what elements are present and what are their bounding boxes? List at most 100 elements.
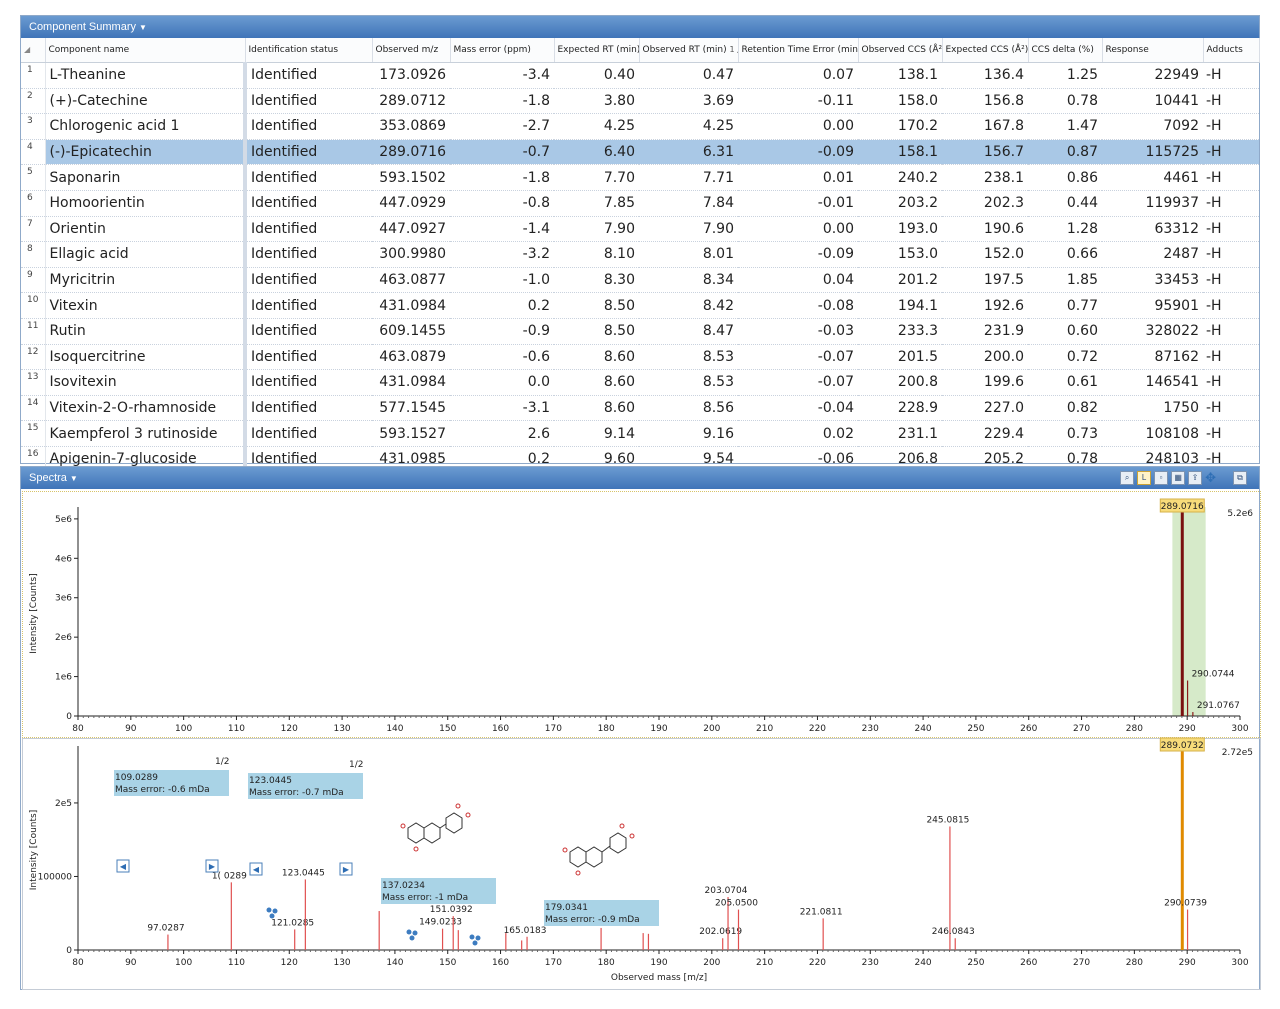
response-cell[interactable]: 10441 xyxy=(1102,88,1203,115)
col-expected-rt[interactable]: Expected RT (min) xyxy=(554,38,640,63)
ccs-delta-cell[interactable]: 0.86 xyxy=(1028,164,1102,191)
status-cell[interactable]: Identified xyxy=(245,344,372,371)
observed-ccs-cell[interactable]: 201.2 xyxy=(858,267,942,294)
observed-ccs-cell[interactable]: 193.0 xyxy=(858,216,942,243)
col-rt-error[interactable]: Retention Time Error (min) xyxy=(738,38,859,63)
observed-mz-cell[interactable]: 173.0926 xyxy=(372,62,450,89)
observed-ccs-cell[interactable]: 158.0 xyxy=(858,88,942,115)
observed-rt-cell[interactable]: 0.47 xyxy=(639,62,738,89)
table-view-icon[interactable]: ▦ xyxy=(1171,471,1186,485)
observed-ccs-cell[interactable]: 200.8 xyxy=(858,369,942,396)
observed-rt-cell[interactable]: 3.69 xyxy=(639,88,738,115)
status-cell[interactable]: Identified xyxy=(245,164,372,191)
row-number[interactable]: 14 xyxy=(21,395,46,422)
zoom-icon[interactable]: ⌕ xyxy=(1120,471,1135,485)
observed-mz-cell[interactable]: 609.1455 xyxy=(372,318,450,345)
observed-mz-cell[interactable]: 593.1502 xyxy=(372,164,450,191)
observed-mz-cell[interactable]: 300.9980 xyxy=(372,241,450,268)
expected-rt-cell[interactable]: 0.40 xyxy=(554,62,639,89)
component-summary-header[interactable]: Component Summary ▼ xyxy=(21,16,1259,38)
expected-ccs-cell[interactable]: 197.5 xyxy=(942,267,1028,294)
table-row[interactable]: 13 Isovitexin Identified 431.0984 0.0 8.60 8.5… xyxy=(21,369,1259,396)
observed-ccs-cell[interactable]: 194.1 xyxy=(858,292,942,319)
component-name-cell[interactable]: Myricitrin xyxy=(45,267,247,294)
rt-error-cell[interactable]: 0.01 xyxy=(738,164,858,191)
observed-rt-cell[interactable]: 7.71 xyxy=(639,164,738,191)
ccs-delta-cell[interactable]: 0.73 xyxy=(1028,420,1102,447)
expected-ccs-cell[interactable]: 227.0 xyxy=(942,395,1028,422)
select-all-corner[interactable]: ◢ xyxy=(21,38,46,63)
response-cell[interactable]: 87162 xyxy=(1102,344,1203,371)
next-fragment-button[interactable] xyxy=(339,862,353,876)
response-cell[interactable]: 146541 xyxy=(1102,369,1203,396)
ccs-delta-cell[interactable]: 0.60 xyxy=(1028,318,1102,345)
fit-icon[interactable]: ▫ xyxy=(1154,471,1169,485)
rt-error-cell[interactable]: -0.08 xyxy=(738,292,858,319)
col-mass-error[interactable]: Mass error (ppm) xyxy=(450,38,555,63)
ccs-delta-cell[interactable]: 1.28 xyxy=(1028,216,1102,243)
expected-rt-cell[interactable]: 4.25 xyxy=(554,113,639,140)
observed-ccs-cell[interactable]: 233.3 xyxy=(858,318,942,345)
col-component-name[interactable]: Component name xyxy=(45,38,246,63)
observed-rt-cell[interactable]: 6.31 xyxy=(639,139,738,166)
observed-rt-cell[interactable]: 8.53 xyxy=(639,344,738,371)
observed-rt-cell[interactable]: 8.53 xyxy=(639,369,738,396)
component-name-cell[interactable]: Homoorientin xyxy=(45,190,247,217)
rt-error-cell[interactable]: 0.00 xyxy=(738,113,858,140)
row-number[interactable]: 5 xyxy=(21,164,46,191)
expected-ccs-cell[interactable]: 192.6 xyxy=(942,292,1028,319)
rt-error-cell[interactable]: 0.04 xyxy=(738,267,858,294)
component-name-cell[interactable]: (-)-Epicatechin xyxy=(45,139,247,166)
expected-ccs-cell[interactable]: 167.8 xyxy=(942,113,1028,140)
table-row[interactable]: 15 Kaempferol 3 rutinoside Identified 593.1… xyxy=(21,420,1259,447)
adduct-cell[interactable]: -H xyxy=(1203,113,1259,140)
status-cell[interactable]: Identified xyxy=(245,318,372,345)
ccs-delta-cell[interactable]: 1.47 xyxy=(1028,113,1102,140)
col-observed-rt[interactable]: Observed RT (min) 1 ▲ xyxy=(639,38,739,63)
fragment-annotation-box[interactable] xyxy=(381,878,496,904)
component-name-cell[interactable]: (+)-Catechine xyxy=(45,88,247,115)
mass-error-cell[interactable]: -1.8 xyxy=(450,164,554,191)
chevron-down-icon[interactable]: ▼ xyxy=(69,474,78,483)
component-name-cell[interactable]: Isoquercitrine xyxy=(45,344,247,371)
table-row[interactable]: 9 Myricitrin Identified 463.0877 -1.0 8.30 8.3… xyxy=(21,267,1259,294)
rt-error-cell[interactable]: 0.00 xyxy=(738,216,858,243)
expected-ccs-cell[interactable]: 190.6 xyxy=(942,216,1028,243)
adduct-cell[interactable]: -H xyxy=(1203,241,1259,268)
observed-rt-cell[interactable]: 8.01 xyxy=(639,241,738,268)
observed-mz-cell[interactable]: 447.0927 xyxy=(372,216,450,243)
status-cell[interactable]: Identified xyxy=(245,139,372,166)
component-name-cell[interactable]: Kaempferol 3 rutinoside xyxy=(45,420,247,447)
table-row[interactable]: 12 Isoquercitrine Identified 463.0879 -0.6 8.… xyxy=(21,344,1259,371)
table-row[interactable]: 1 L-Theanine Identified 173.0926 -3.4 0.40 0.4… xyxy=(21,62,1259,89)
observed-mz-cell[interactable]: 463.0879 xyxy=(372,344,450,371)
expected-rt-cell[interactable]: 7.90 xyxy=(554,216,639,243)
row-number[interactable]: 10 xyxy=(21,292,46,319)
adduct-cell[interactable]: -H xyxy=(1203,88,1259,115)
col-observed-ccs[interactable]: Observed CCS (Å²) xyxy=(858,38,943,63)
pan-icon[interactable]: ✥ xyxy=(1205,470,1216,485)
observed-mz-cell[interactable]: 431.0984 xyxy=(372,369,450,396)
mass-error-cell[interactable]: -1.4 xyxy=(450,216,554,243)
row-number[interactable]: 15 xyxy=(21,420,46,447)
row-number[interactable]: 9 xyxy=(21,267,46,294)
observed-rt-cell[interactable]: 8.34 xyxy=(639,267,738,294)
expected-rt-cell[interactable]: 6.40 xyxy=(554,139,639,166)
component-name-cell[interactable]: Ellagic acid xyxy=(45,241,247,268)
status-cell[interactable]: Identified xyxy=(245,292,372,319)
mass-error-cell[interactable]: -0.9 xyxy=(450,318,554,345)
mass-error-cell[interactable]: -1.0 xyxy=(450,267,554,294)
table-row[interactable]: 3 Chlorogenic acid 1 Identified 353.0869 -2.… xyxy=(21,113,1259,140)
observed-mz-cell[interactable]: 289.0712 xyxy=(372,88,450,115)
expected-rt-cell[interactable]: 7.70 xyxy=(554,164,639,191)
observed-ccs-cell[interactable]: 138.1 xyxy=(858,62,942,89)
status-cell[interactable]: Identified xyxy=(245,88,372,115)
response-cell[interactable]: 1750 xyxy=(1102,395,1203,422)
rt-error-cell[interactable]: -0.04 xyxy=(738,395,858,422)
status-cell[interactable]: Identified xyxy=(245,216,372,243)
expected-ccs-cell[interactable]: 156.8 xyxy=(942,88,1028,115)
fragment-structure-icon[interactable] xyxy=(406,929,418,941)
expected-rt-cell[interactable]: 3.80 xyxy=(554,88,639,115)
spectra-header[interactable]: Spectra ▼ ⌕ L ▫ ▦ ⇪ ✥ ⧉ xyxy=(21,467,1259,489)
component-name-cell[interactable]: Saponarin xyxy=(45,164,247,191)
